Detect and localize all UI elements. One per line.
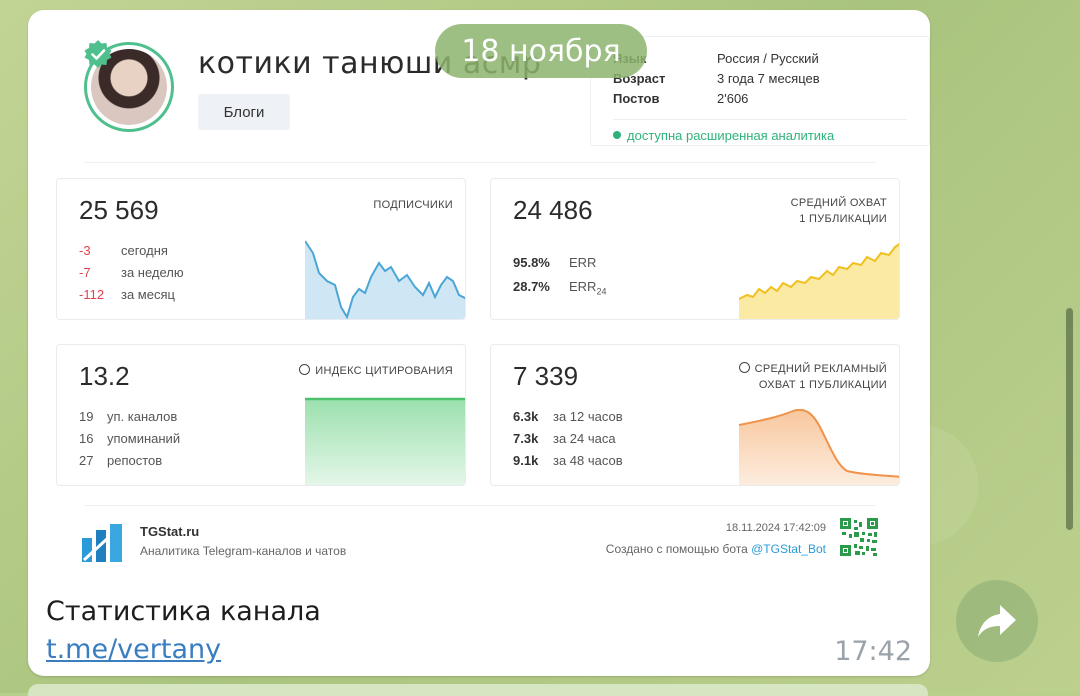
- ad-reach-tile: 7 339 средний рекламный охват 1 публикац…: [490, 344, 900, 486]
- forward-arrow-icon: [978, 605, 1016, 637]
- chat-scrollbar[interactable]: [1066, 308, 1073, 530]
- footer-made-with: Создано с помощью бота @TGStat_Bot: [606, 542, 826, 556]
- stat-number: 28.7%: [513, 279, 550, 294]
- reach-tile: 24 486 средний охват 1 публикации 95.8% E…: [490, 178, 900, 320]
- stat-row: 28.7% ERR24: [513, 279, 606, 297]
- stat-number: 95.8%: [513, 255, 550, 270]
- citation-value: 13.2: [79, 361, 130, 391]
- stat-label: ERR: [569, 255, 597, 270]
- stat-label: уп. каналов: [107, 409, 178, 424]
- meta-key: Постов: [613, 91, 660, 106]
- citation-title-text: индекс цитирования: [315, 365, 453, 377]
- forward-button[interactable]: [956, 580, 1038, 662]
- meta-value: 2'606: [717, 91, 749, 106]
- made-with-text: Создано с помощью бота: [605, 542, 748, 556]
- channel-avatar: [84, 40, 174, 132]
- stat-row: -112 за месяц: [79, 287, 175, 302]
- stat-label: репостов: [107, 453, 163, 468]
- next-message-edge: [28, 684, 928, 696]
- ad-reach-title: средний рекламный охват 1 публикации: [738, 361, 887, 393]
- stat-row: 9.1k за 48 часов: [513, 453, 623, 468]
- tgstat-logo-icon: [82, 524, 122, 562]
- stat-number: -112: [79, 287, 105, 302]
- stat-row: -3 сегодня: [79, 243, 168, 258]
- ad-reach-chart: [739, 408, 899, 485]
- stat-label: за неделю: [121, 265, 184, 280]
- reach-title-line1: средний охват: [790, 197, 887, 209]
- extended-analytics-note: доступна расширенная аналитика: [613, 128, 834, 143]
- reach-sparkline: [739, 243, 899, 319]
- stat-label: сегодня: [121, 243, 168, 258]
- stat-label: ERR: [569, 279, 597, 294]
- stat-number: -7: [79, 265, 91, 280]
- stat-number: 16: [79, 431, 94, 446]
- citation-tile: 13.2 индекс цитирования 19 уп. каналов 16…: [56, 344, 466, 486]
- message-bubble[interactable]: котики танюши асмр Блоги Язык Россия / Р…: [28, 10, 930, 676]
- stat-label: за 24 часа: [553, 431, 616, 446]
- subscribers-sparkline: [305, 240, 465, 319]
- stat-number: -3: [79, 243, 91, 258]
- channel-link[interactable]: t.me/vertany: [46, 634, 222, 665]
- ad-reach-title-line2: охват 1 публикации: [758, 379, 887, 391]
- stat-number: 7.3k: [513, 431, 539, 446]
- stat-number: 19: [79, 409, 94, 424]
- reach-value: 24 486: [513, 195, 593, 225]
- stat-row: 7.3k за 24 часа: [513, 431, 616, 446]
- meta-value: Россия / Русский: [717, 51, 819, 66]
- stat-label: упоминаний: [107, 431, 181, 446]
- message-time: 17:42: [834, 636, 912, 667]
- category-tag[interactable]: Блоги: [198, 94, 290, 130]
- extended-analytics-label: доступна расширенная аналитика: [627, 128, 835, 143]
- bot-link[interactable]: @TGStat_Bot: [751, 542, 826, 556]
- clock-icon: [738, 362, 750, 373]
- citation-title: индекс цитирования: [299, 363, 453, 379]
- footer-brand: TGStat.ru: [140, 524, 200, 539]
- footer-tagline: Аналитика Telegram-каналов и чатов: [140, 544, 347, 558]
- date-separator: 18 ноября: [435, 24, 647, 78]
- ad-reach-value: 7 339: [513, 361, 579, 391]
- subscribers-value: 25 569: [79, 195, 159, 225]
- stat-label: за 48 часов: [553, 453, 623, 468]
- citation-chart: [305, 397, 465, 485]
- stat-row: 95.8% ERR: [513, 255, 596, 270]
- meta-divider: [613, 119, 907, 120]
- message-caption: Статистика канала: [46, 596, 321, 627]
- stat-number: 6.3k: [513, 409, 539, 424]
- stat-label: за месяц: [121, 287, 175, 302]
- stat-row: 27 репостов: [79, 453, 162, 468]
- footer-datetime: 18.11.2024 17:42:09: [725, 522, 826, 534]
- stat-row: 16 упоминаний: [79, 431, 180, 446]
- meta-value: 3 года 7 месяцев: [717, 71, 820, 86]
- reach-title: средний охват 1 публикации: [791, 195, 887, 227]
- stats-image[interactable]: котики танюши асмр Блоги Язык Россия / Р…: [56, 10, 930, 570]
- status-dot-icon: [613, 131, 621, 139]
- stat-number: 9.1k: [513, 453, 539, 468]
- qr-code-icon: [840, 518, 878, 556]
- stat-label: за 12 часов: [553, 409, 623, 424]
- reach-title-line2: 1 публикации: [799, 213, 887, 225]
- footer-divider: [84, 505, 876, 506]
- subscribers-title: подписчики: [373, 199, 453, 211]
- clock-icon: [299, 364, 311, 375]
- stat-row: 19 уп. каналов: [79, 409, 177, 424]
- header-divider: [84, 162, 876, 163]
- subscribers-tile: 25 569 подписчики -3 сегодня -7 за неделю …: [56, 178, 466, 320]
- ad-reach-title-line1: средний рекламный: [754, 363, 887, 375]
- stat-number: 27: [79, 453, 94, 468]
- stat-row: 6.3k за 12 часов: [513, 409, 623, 424]
- stat-subscript: 24: [596, 286, 607, 297]
- stat-row: -7 за неделю: [79, 265, 184, 280]
- verified-badge-icon: [84, 40, 112, 68]
